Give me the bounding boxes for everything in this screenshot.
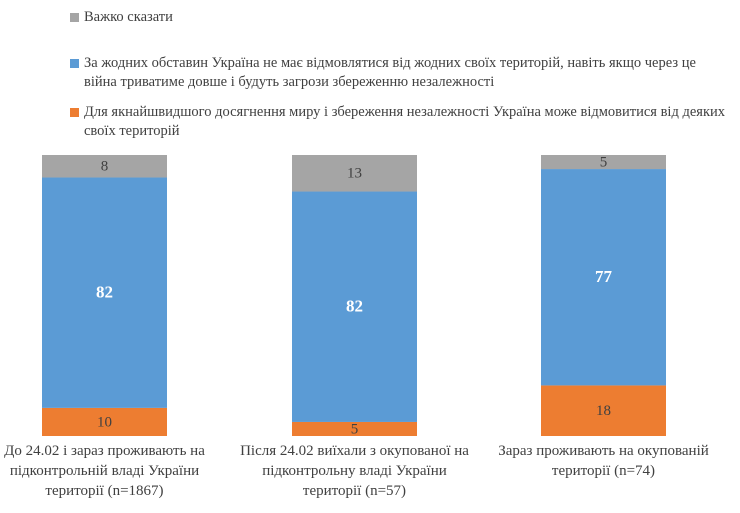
x-tick-label: До 24.02 і зараз проживають на підконтро… <box>4 443 205 499</box>
data-label: 8 <box>101 159 109 175</box>
legend-swatch <box>70 108 79 117</box>
legend-swatch <box>70 13 79 22</box>
legend-label: Важко сказати <box>84 9 173 25</box>
legend-label: За жодних обставин Україна не має відмов… <box>84 55 696 90</box>
data-label: 5 <box>600 154 608 170</box>
data-label: 10 <box>97 414 112 430</box>
data-label: 18 <box>596 403 611 419</box>
bar-segment <box>292 155 417 192</box>
data-label: 13 <box>347 166 362 182</box>
bar-segment <box>42 155 167 178</box>
bar-segment <box>541 169 666 386</box>
data-label: 82 <box>346 297 363 316</box>
bar-segment <box>42 177 167 408</box>
data-label: 82 <box>96 283 113 302</box>
bar-segment <box>292 421 417 436</box>
legend-swatch <box>70 59 79 68</box>
legend-label: Для якнайшвидшого досягнення миру і збер… <box>84 104 726 139</box>
x-tick-label: Зараз проживають на окупованій території… <box>498 443 709 479</box>
data-label: 5 <box>351 421 359 437</box>
x-tick-label: Після 24.02 виїхали з окупованої на підк… <box>240 443 469 499</box>
bar-segment <box>541 385 666 436</box>
data-label: 77 <box>595 267 613 286</box>
bar-segment <box>292 191 417 422</box>
bar-segment <box>42 407 167 436</box>
bar-segment <box>541 155 666 170</box>
